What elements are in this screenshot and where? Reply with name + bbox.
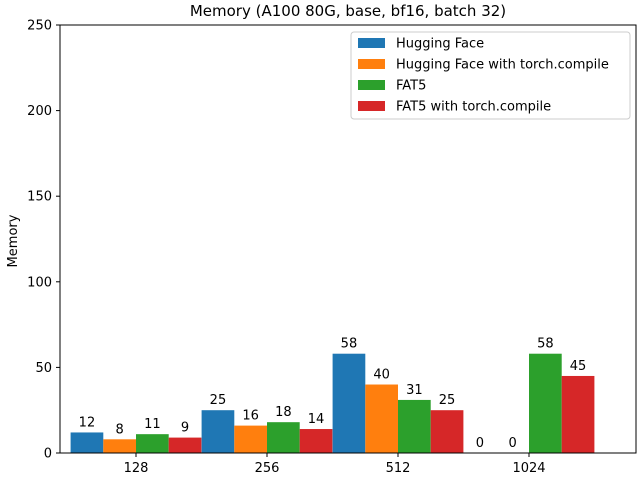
- y-axis: 0 50 100 150 200 250: [27, 19, 60, 462]
- data-label: 40: [373, 368, 390, 383]
- bars-group: [70, 353, 595, 453]
- bar: [398, 399, 431, 453]
- bar: [332, 353, 366, 453]
- x-axis: 128 256 512 1024: [124, 453, 546, 476]
- data-label: 58: [341, 337, 358, 352]
- y-tick-label: 50: [35, 361, 52, 376]
- bar: [299, 429, 333, 453]
- data-label: 16: [242, 409, 259, 424]
- legend-label: Hugging Face with torch.compile: [396, 58, 609, 73]
- y-tick-label: 200: [27, 104, 52, 119]
- y-axis-label: Memory: [6, 214, 21, 267]
- bar: [103, 439, 136, 453]
- y-tick-label: 150: [27, 190, 52, 205]
- legend-swatch: [358, 101, 385, 111]
- bar: [136, 434, 169, 453]
- data-label: 25: [439, 393, 456, 408]
- legend-frame: [350, 31, 631, 120]
- plot-frame: [59, 24, 637, 454]
- bar: [168, 437, 202, 453]
- bar: [529, 353, 562, 453]
- y-tick-label: 250: [27, 19, 52, 34]
- data-label: 11: [144, 417, 161, 432]
- data-label: 12: [79, 415, 96, 430]
- x-tick-label: 256: [255, 461, 280, 476]
- x-tick-label: 1024: [512, 461, 545, 476]
- y-tick-label: 100: [27, 275, 52, 290]
- legend-label: FAT5 with torch.compile: [396, 100, 551, 115]
- x-tick-label: 512: [386, 461, 411, 476]
- x-tick-label: 128: [124, 461, 149, 476]
- bar: [234, 425, 267, 453]
- bar: [561, 375, 595, 453]
- chart-title: Memory (A100 80G, base, bf16, batch 32): [190, 2, 506, 20]
- data-label: 58: [537, 337, 554, 352]
- data-labels-group: 12 25 58 0 8 16 40 0 11 18 31 58 9 14 25 45: [79, 337, 587, 451]
- legend-label: Hugging Face: [396, 37, 484, 52]
- bar: [430, 410, 464, 453]
- data-label: 14: [308, 412, 325, 427]
- data-label: 8: [116, 422, 124, 437]
- legend-label: FAT5: [396, 79, 426, 94]
- legend-swatch: [358, 80, 385, 90]
- bar: [201, 410, 235, 453]
- legend-swatch: [358, 38, 385, 48]
- data-label: 0: [476, 436, 484, 451]
- legend: Hugging Face Hugging Face with torch.comp…: [350, 31, 631, 120]
- y-tick-label: 0: [44, 447, 52, 462]
- data-label: 45: [570, 359, 587, 374]
- data-label: 31: [406, 383, 423, 398]
- bar: [365, 384, 398, 453]
- legend-swatch: [358, 59, 385, 69]
- bar: [267, 422, 300, 453]
- data-label: 9: [181, 421, 189, 436]
- bar: [70, 432, 104, 453]
- data-label: 18: [275, 405, 292, 420]
- data-label: 25: [210, 393, 227, 408]
- data-label: 0: [509, 436, 517, 451]
